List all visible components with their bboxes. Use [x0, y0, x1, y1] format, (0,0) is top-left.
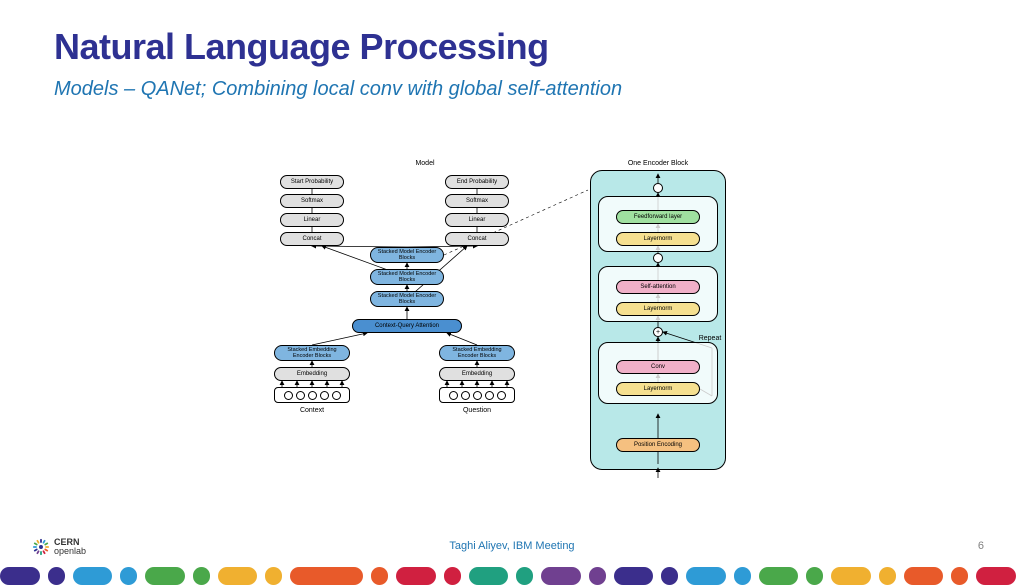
diagram-node: Concat	[280, 232, 344, 246]
openlab-icon	[32, 538, 50, 556]
diagram-node: Stacked Embedding Encoder Blocks	[274, 345, 350, 361]
diagram-node: Context-Query Attention	[352, 319, 462, 333]
diagram-caption: Model	[375, 160, 475, 167]
slide-subtitle: Models – QANet; Combining local conv wit…	[54, 78, 622, 101]
diagram-node: Stacked Model Encoder Blocks	[370, 269, 444, 285]
diagram-node: Linear	[445, 213, 509, 227]
diagram-caption: One Encoder Block	[608, 160, 708, 167]
diagram-caption: Question	[427, 407, 527, 414]
diagram-node: Layernorm	[616, 302, 700, 316]
op-circle	[653, 183, 663, 193]
diagram-node: Stacked Embedding Encoder Blocks	[439, 345, 515, 361]
diagram-node: Self-attention	[616, 280, 700, 294]
diagram-node: Embedding	[274, 367, 350, 381]
op-circle: +	[653, 327, 663, 337]
footer-dots	[0, 567, 1024, 585]
diagram-node: Position Encoding	[616, 438, 700, 452]
diagram-caption: Context	[262, 407, 362, 414]
diagram-node: Softmax	[280, 194, 344, 208]
cern-openlab-logo: CERN openlab	[32, 538, 86, 556]
footer-author: Taghi Aliyev, IBM Meeting	[0, 540, 1024, 552]
page-number: 6	[978, 540, 984, 552]
diagram-node: Stacked Model Encoder Blocks	[370, 291, 444, 307]
diagram-node: Conv	[616, 360, 700, 374]
diagram-node: Softmax	[445, 194, 509, 208]
repeat-label: Repeat	[690, 335, 730, 342]
diagram-node: Stacked Model Encoder Blocks	[370, 247, 444, 263]
diagram-node: Layernorm	[616, 232, 700, 246]
diagram-node: Start Probability	[280, 175, 344, 189]
token-row	[439, 387, 515, 403]
slide-title: Natural Language Processing	[54, 26, 549, 68]
diagram-node: Layernorm	[616, 382, 700, 396]
diagram-node: Linear	[280, 213, 344, 227]
op-circle	[653, 253, 663, 263]
diagram-node: End Probability	[445, 175, 509, 189]
token-row	[274, 387, 350, 403]
diagram-node: Feedforward layer	[616, 210, 700, 224]
logo-text: CERN openlab	[54, 538, 86, 556]
qanet-diagram: Model Start Probability Softmax Linear Conca…	[250, 160, 790, 500]
diagram-node: Embedding	[439, 367, 515, 381]
diagram-node: Concat	[445, 232, 509, 246]
